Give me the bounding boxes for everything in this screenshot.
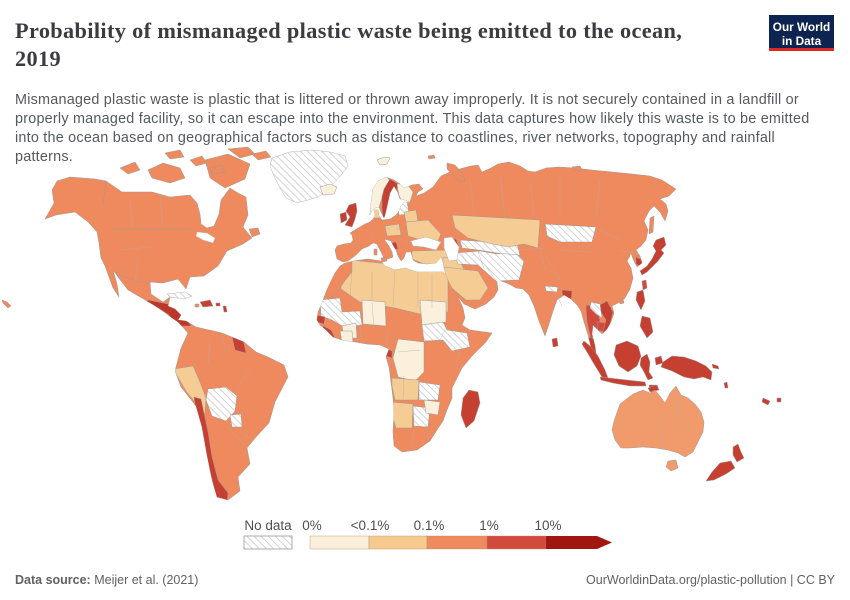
svg-text:1%: 1% (479, 518, 499, 533)
svg-text:10%: 10% (534, 518, 561, 533)
svg-text:<0.1%: <0.1% (351, 518, 390, 533)
svg-text:0.1%: 0.1% (414, 518, 445, 533)
svg-text:0%: 0% (302, 518, 322, 533)
svg-text:No data: No data (244, 518, 292, 533)
